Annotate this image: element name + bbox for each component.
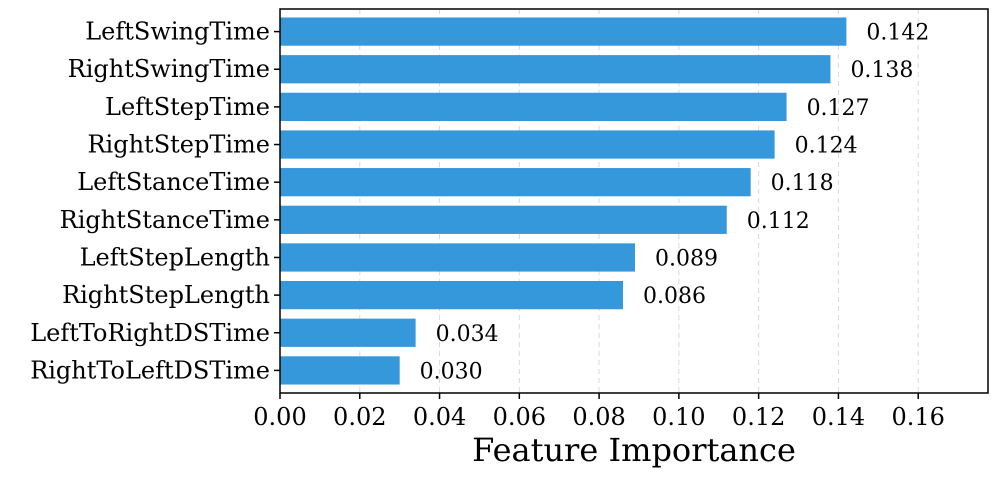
x-tick-label: 0.14 [812, 403, 865, 431]
category-label: LeftStanceTime [77, 168, 270, 196]
category-label: RightStepTime [87, 131, 270, 159]
value-label: 0.086 [643, 284, 706, 309]
value-label: 0.118 [771, 171, 834, 196]
category-label: LeftSwingTime [85, 18, 270, 46]
category-label: LeftStepLength [80, 243, 270, 271]
category-label: LeftToRightDSTime [30, 319, 270, 347]
x-tick-label: 0.10 [652, 403, 705, 431]
value-label: 0.030 [420, 359, 483, 384]
bar [280, 356, 400, 385]
bar [280, 55, 831, 84]
x-tick-label: 0.02 [333, 403, 386, 431]
value-label: 0.124 [795, 134, 858, 159]
x-axis-title: Feature Importance [472, 431, 796, 469]
category-label: RightStepLength [62, 281, 270, 309]
bars [280, 17, 847, 385]
value-label: 0.127 [807, 96, 870, 121]
bar [280, 130, 775, 159]
value-label: 0.034 [436, 322, 499, 347]
category-label: RightToLeftDSTime [30, 356, 270, 384]
bar [280, 168, 751, 197]
x-tick-label: 0.08 [572, 403, 625, 431]
y-axis-labels: LeftSwingTime RightSwingTime LeftStepTime R… [30, 18, 280, 384]
x-tick-label: 0.16 [891, 403, 944, 431]
x-tick-label: 0.04 [413, 403, 466, 431]
category-label: RightSwingTime [68, 55, 270, 83]
x-tick-label: 0.06 [493, 403, 546, 431]
x-tick-label: 0.12 [732, 403, 785, 431]
bar [280, 318, 416, 347]
value-label: 0.089 [655, 246, 718, 271]
x-tick-label: 0.00 [253, 403, 306, 431]
category-label: LeftStepTime [105, 93, 270, 121]
bar [280, 92, 787, 121]
bar [280, 17, 847, 46]
bar [280, 205, 727, 234]
value-label: 0.112 [747, 209, 810, 234]
category-label: RightStanceTime [60, 206, 270, 234]
bar [280, 281, 624, 310]
value-label: 0.138 [850, 58, 913, 83]
value-labels: 0.142 0.138 0.127 0.124 0.118 0.112 0.089 0.086… [420, 21, 930, 385]
plot-frame [279, 8, 989, 394]
x-axis-ticks: 0.00 0.02 0.04 0.06 0.08 0.10 0.12 0.14 0.16 [253, 393, 945, 431]
bar [280, 243, 635, 272]
value-label: 0.142 [866, 21, 929, 46]
